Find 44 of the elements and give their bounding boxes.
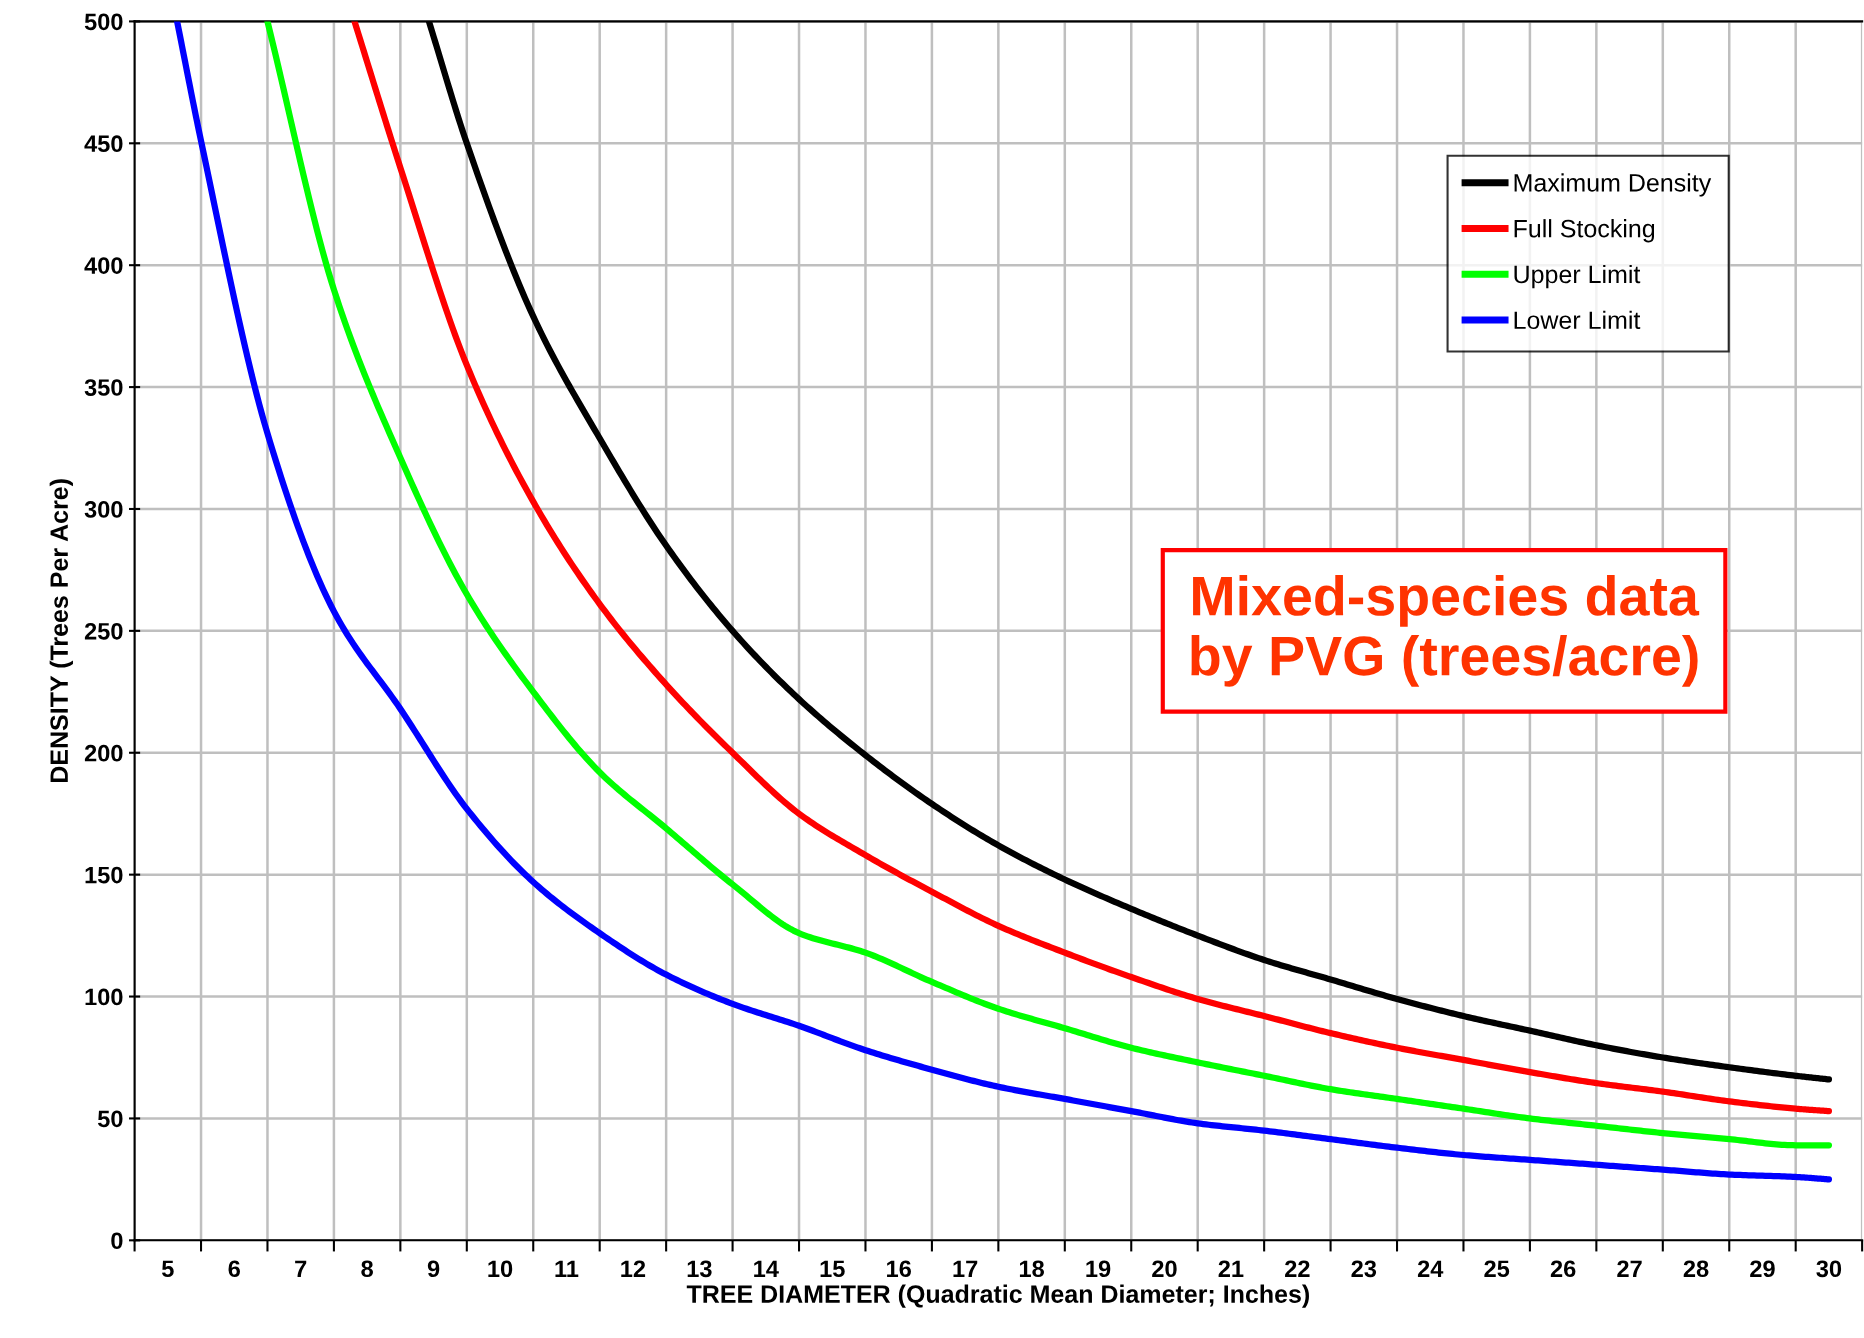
y-tick-label: 200: [84, 744, 123, 762]
x-tick-label: 12: [621, 1260, 646, 1277]
x-tick-label: 21: [1218, 1260, 1244, 1277]
y-tick-label: 100: [85, 988, 123, 1006]
y-tick-label: 50: [97, 1110, 123, 1128]
x-tick-label: 13: [687, 1260, 712, 1278]
x-tick-label: 28: [1683, 1260, 1709, 1278]
y-axis-title: DENSITY (Trees Per Acre): [49, 479, 73, 783]
legend-label: Full Stocking: [1514, 219, 1655, 243]
x-tick-label: 6: [228, 1260, 240, 1278]
x-tick-label: 29: [1750, 1260, 1775, 1278]
x-tick-label: 15: [820, 1260, 845, 1278]
y-tick-label: 250: [84, 622, 123, 640]
y-tick-label: 500: [84, 13, 123, 31]
x-tick-label: 7: [295, 1260, 307, 1277]
x-tick-label: 30: [1816, 1260, 1842, 1278]
x-tick-label: 18: [1019, 1260, 1044, 1278]
x-tick-label: 17: [953, 1260, 978, 1277]
x-tick-label: 20: [1152, 1260, 1177, 1278]
y-tick-label: 450: [84, 135, 123, 153]
x-tick-label: 25: [1484, 1260, 1510, 1278]
x-axis-title: TREE DIAMETER (Quadratic Mean Diameter; Inches): [686, 1284, 1309, 1308]
annotation: Mixed-species data by PVG (trees/acre): [1191, 575, 1700, 687]
x-tick-label: 23: [1351, 1260, 1377, 1278]
x-tick-label: 14: [754, 1260, 779, 1277]
x-tick-label: 9: [427, 1260, 440, 1278]
x-tick-label: 26: [1550, 1260, 1576, 1278]
x-tick-label: 10: [488, 1260, 513, 1278]
y-tick-label: 400: [84, 257, 123, 274]
x-tick-label: 5: [161, 1260, 174, 1278]
x-tick-label: 22: [1285, 1260, 1310, 1277]
x-tick-label: 11: [555, 1260, 579, 1277]
x-tick-label: 19: [1086, 1260, 1111, 1278]
x-tick-label: 8: [361, 1260, 373, 1278]
y-tick-label: 150: [85, 866, 123, 884]
x-tick-label: 27: [1617, 1260, 1642, 1277]
y-tick-label: 300: [84, 501, 123, 518]
legend-label: Upper Limit: [1514, 264, 1641, 289]
legend-label: Lower Limit: [1514, 310, 1641, 330]
y-tick-label: 0: [111, 1232, 123, 1250]
legend-label: Maximum Density: [1514, 173, 1712, 197]
y-tick-label: 350: [84, 379, 123, 396]
x-tick-label: 24: [1417, 1260, 1444, 1277]
x-tick-label: 16: [887, 1260, 911, 1278]
